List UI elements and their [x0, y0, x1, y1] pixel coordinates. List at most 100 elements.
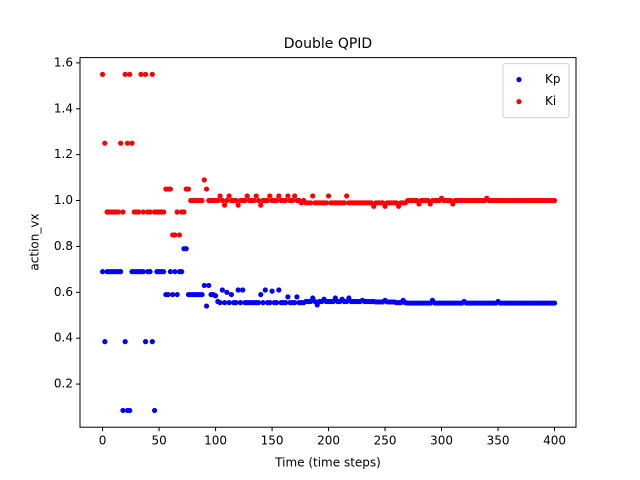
point: [240, 287, 246, 293]
point: [224, 289, 230, 295]
point: [325, 193, 332, 199]
point: [251, 197, 257, 204]
point: [179, 269, 185, 275]
point: [292, 193, 298, 199]
point: [285, 193, 291, 199]
point: [147, 209, 153, 215]
point: [551, 300, 558, 306]
point: [142, 71, 149, 77]
point: [217, 300, 223, 306]
point: [307, 200, 314, 206]
y-tick-label: 0.8: [54, 239, 73, 253]
point: [174, 291, 180, 298]
point: [222, 202, 228, 208]
point: [138, 71, 144, 77]
point: [136, 209, 142, 215]
point: [262, 287, 268, 293]
point: [258, 291, 264, 298]
point: [267, 193, 273, 199]
y-axis-label: action_vx: [28, 213, 42, 270]
point: [120, 407, 126, 414]
point: [269, 288, 275, 294]
point: [235, 287, 241, 293]
point: [161, 269, 167, 275]
point: [140, 269, 146, 275]
point: [118, 140, 124, 146]
point: [172, 269, 178, 275]
y-tick-label: 0.4: [54, 331, 73, 345]
x-tick-label: 200: [317, 434, 340, 448]
point: [99, 71, 106, 77]
point: [233, 300, 239, 306]
point: [273, 197, 280, 204]
point: [127, 407, 133, 414]
point: [201, 177, 207, 183]
point: [102, 339, 108, 345]
point: [165, 291, 171, 298]
legend-marker: [516, 77, 522, 83]
point: [255, 300, 262, 306]
point: [219, 197, 225, 204]
point: [199, 291, 205, 298]
x-tick-label: 0: [99, 434, 107, 448]
point: [124, 140, 131, 146]
point: [161, 209, 167, 215]
point: [235, 202, 241, 208]
point: [222, 300, 228, 306]
point: [151, 407, 158, 414]
point: [215, 197, 221, 204]
point: [149, 71, 155, 77]
point: [201, 282, 207, 289]
point: [283, 197, 289, 204]
point: [185, 186, 192, 192]
point: [244, 193, 250, 199]
point: [167, 186, 173, 192]
legend-label: Ki: [545, 94, 556, 108]
point: [174, 209, 180, 215]
point: [203, 303, 210, 309]
x-tick-label: 400: [543, 434, 566, 448]
point: [217, 193, 223, 199]
x-axis-label: Time (time steps): [274, 456, 381, 470]
point: [206, 282, 212, 289]
point: [273, 300, 280, 306]
point: [102, 140, 108, 146]
y-tick-label: 1.6: [54, 55, 73, 69]
point: [267, 300, 273, 306]
point: [228, 291, 234, 298]
point: [183, 246, 189, 252]
y-tick-label: 1.2: [54, 147, 73, 161]
y-tick-label: 1.4: [54, 101, 73, 115]
point: [181, 209, 187, 215]
point: [172, 232, 178, 238]
x-tick-label: 50: [151, 434, 166, 448]
point: [258, 202, 264, 208]
point: [120, 209, 126, 215]
x-tick-label: 150: [261, 434, 284, 448]
point: [344, 193, 350, 199]
point: [237, 300, 244, 306]
point: [242, 197, 248, 204]
point: [551, 197, 558, 204]
legend-marker: [516, 99, 522, 105]
point: [212, 293, 219, 299]
point: [226, 193, 232, 199]
point: [122, 71, 128, 77]
point: [127, 71, 133, 77]
point: [260, 300, 266, 306]
point: [142, 339, 149, 345]
point: [219, 287, 225, 293]
point: [255, 197, 262, 204]
point: [276, 287, 282, 293]
point: [122, 339, 128, 345]
point: [283, 300, 289, 306]
point: [149, 339, 155, 345]
point: [140, 209, 146, 215]
x-tick-label: 350: [487, 434, 510, 448]
point: [167, 269, 173, 275]
point: [310, 193, 316, 199]
x-tick-label: 100: [204, 434, 227, 448]
legend-label: Kp: [545, 72, 561, 86]
y-tick-label: 0.2: [54, 377, 73, 391]
point: [292, 300, 298, 306]
